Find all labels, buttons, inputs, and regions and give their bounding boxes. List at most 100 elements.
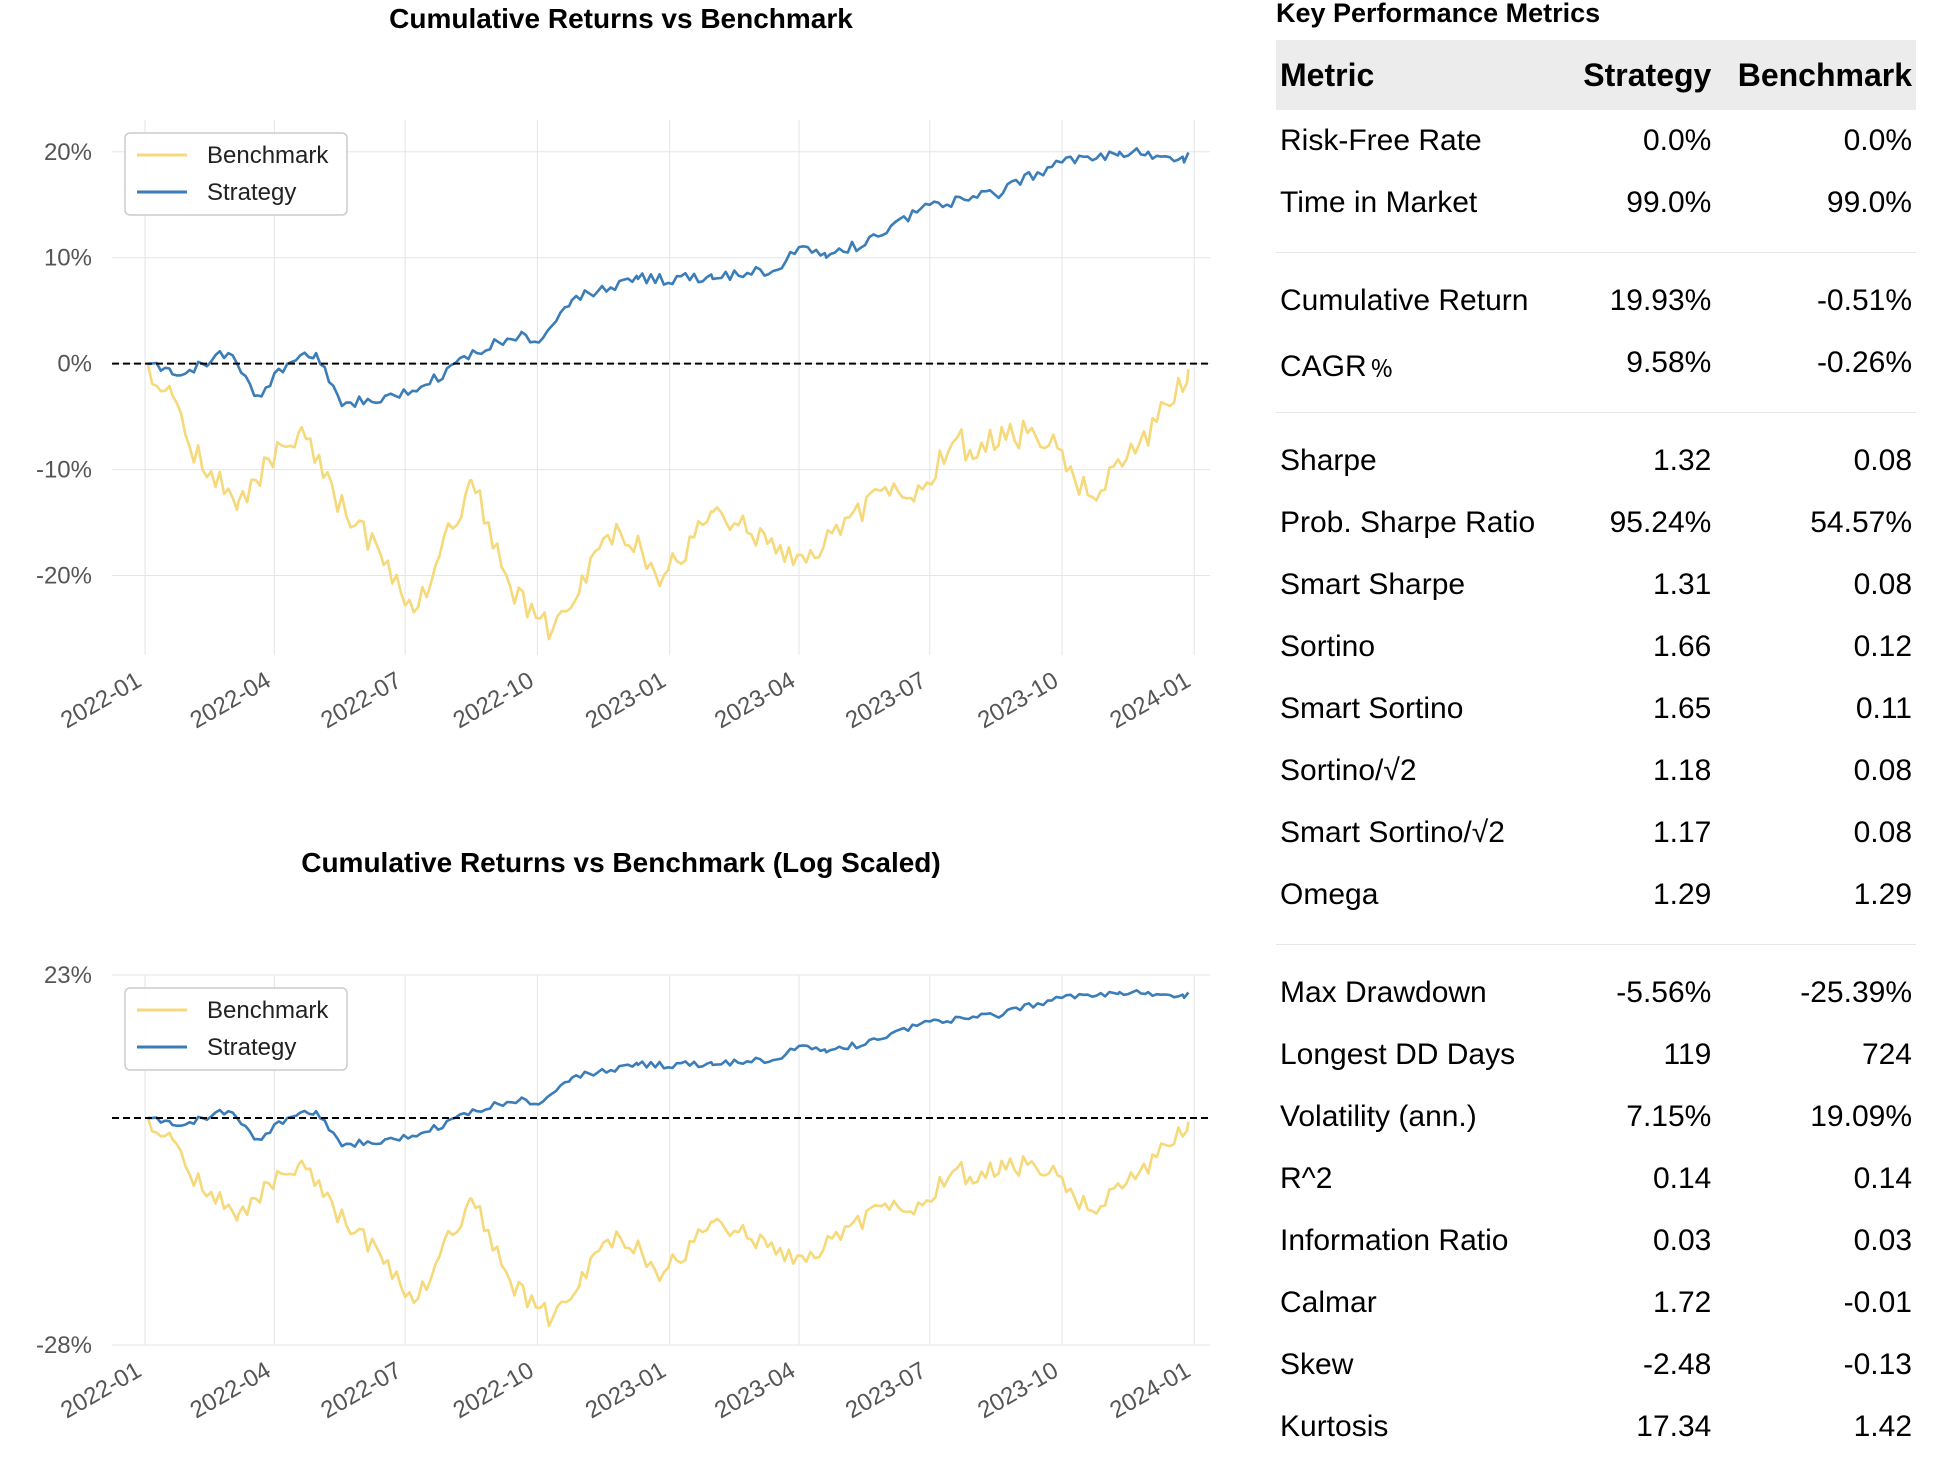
strategy-value: 1.31: [1652, 568, 1712, 601]
strategy-value: 0.14: [1652, 1162, 1712, 1195]
strategy-value: 95.24%: [1609, 506, 1712, 539]
metrics-row: Smart Sortino 1.65 0.11: [1276, 678, 1916, 740]
benchmark-value: 0.11: [1855, 692, 1912, 725]
metric-name: Risk-Free Rate: [1280, 124, 1482, 157]
strategy-value: 1.29: [1652, 878, 1712, 911]
metrics-row: Sortino/√2 1.18 0.08: [1276, 740, 1916, 802]
x-tick-label: 2024-01: [1105, 1357, 1195, 1424]
legend-label: Benchmark: [207, 142, 329, 169]
benchmark-value: 0.08: [1853, 568, 1912, 601]
x-tick-label: 2022-10: [449, 667, 539, 734]
metrics-row: Smart Sharpe 1.31 0.08: [1276, 554, 1916, 616]
metrics-title: Key Performance Metrics: [1276, 0, 1601, 28]
metric-name: Max Drawdown: [1280, 976, 1487, 1009]
metrics-row: Skew -2.48 -0.13: [1276, 1334, 1916, 1396]
series-line-benchmark: [146, 363, 1190, 641]
y-tick-label: 10%: [44, 245, 92, 272]
benchmark-value: 1.29: [1853, 878, 1912, 911]
metrics-panel: Key Performance Metrics Metric Strategy …: [1276, 0, 1916, 1458]
metric-name: Cumulative Return: [1280, 284, 1529, 317]
group-separator: [1276, 926, 1916, 962]
benchmark-value: 0.12: [1853, 630, 1912, 663]
strategy-value: -2.48: [1642, 1348, 1712, 1381]
strategy-value: 7.15%: [1626, 1100, 1712, 1133]
benchmark-value: 0.0%: [1843, 124, 1912, 157]
group-separator: [1276, 394, 1916, 430]
series-line-benchmark: [146, 1117, 1190, 1328]
benchmark-value: -0.26%: [1816, 346, 1912, 379]
strategy-value: 19.93%: [1609, 284, 1712, 317]
header-strategy: Strategy: [1565, 40, 1716, 110]
x-tick-label: 2022-01: [56, 667, 146, 734]
metric-name: Time in Market: [1280, 186, 1478, 219]
metrics-row: Smart Sortino/√2 1.17 0.08: [1276, 802, 1916, 864]
legend-label: Strategy: [207, 179, 296, 206]
metric-name: Kurtosis: [1280, 1410, 1389, 1443]
strategy-value: 119: [1663, 1038, 1712, 1071]
metrics-header-row: Metric Strategy Benchmark: [1276, 40, 1916, 110]
metrics-row: Sharpe 1.32 0.08: [1276, 430, 1916, 492]
metric-name: Skew: [1280, 1348, 1354, 1381]
chart-1: Cumulative Returns vs Benchmark 2022-01 20…: [36, 3, 1210, 734]
x-tick-label: 2023-04: [710, 1357, 800, 1424]
x-tick-label: 2023-07: [841, 1357, 931, 1424]
metrics-row: Omega 1.29 1.29: [1276, 864, 1916, 926]
metric-name: Sharpe: [1280, 444, 1377, 477]
x-tick-label: 2022-07: [316, 1357, 406, 1424]
metric-name: Volatility (ann.): [1280, 1100, 1477, 1133]
x-tick-label: 2023-10: [973, 1357, 1063, 1424]
series-line-strategy: [147, 989, 1190, 1148]
benchmark-value: 0.14: [1853, 1162, 1912, 1195]
metrics-row: Kurtosis 17.34 1.42: [1276, 1396, 1916, 1458]
strategy-value: -5.56%: [1616, 976, 1712, 1009]
y-tick-label: -28%: [36, 1332, 92, 1359]
metrics-row: Longest DD Days 119 724: [1276, 1024, 1916, 1086]
strategy-value: 1.32: [1652, 444, 1712, 477]
metric-name: Smart Sortino: [1280, 692, 1464, 725]
benchmark-value: -0.51%: [1816, 284, 1912, 317]
x-tick-label: 2022-04: [186, 1357, 276, 1424]
x-tick-label: 2022-10: [449, 1357, 539, 1424]
metric-name: Omega: [1280, 878, 1379, 911]
strategy-value: 0.03: [1652, 1224, 1712, 1257]
charts-area: Cumulative Returns vs Benchmark 2022-01 20…: [36, 3, 1210, 1424]
benchmark-value: 1.42: [1853, 1410, 1912, 1443]
strategy-value: 1.18: [1652, 754, 1712, 787]
metric-name: Prob. Sharpe Ratio: [1280, 506, 1536, 539]
benchmark-value: -0.13: [1843, 1348, 1912, 1381]
metrics-row: Information Ratio 0.03 0.03: [1276, 1210, 1916, 1272]
y-tick-label: -10%: [36, 457, 92, 484]
y-tick-label: 20%: [44, 139, 92, 166]
benchmark-value: 0.08: [1853, 754, 1912, 787]
chart-2: Cumulative Returns vs Benchmark (Log Sca…: [36, 847, 1210, 1424]
benchmark-value: 54.57%: [1810, 506, 1912, 539]
metric-name: Sortino: [1280, 630, 1376, 663]
metrics-row: Time in Market 99.0% 99.0%: [1276, 172, 1916, 234]
strategy-value: 0.0%: [1642, 124, 1712, 157]
strategy-value: 9.58%: [1626, 346, 1712, 379]
metrics-row: Prob. Sharpe Ratio 95.24% 54.57%: [1276, 492, 1916, 554]
header-metric: Metric: [1276, 40, 1566, 110]
x-tick-label: 2022-01: [56, 1357, 146, 1424]
chart-title: Cumulative Returns vs Benchmark: [389, 3, 853, 34]
metric-name: CAGR﹪: [1280, 350, 1397, 383]
legend-label: Benchmark: [207, 997, 329, 1024]
metrics-row: CAGR﹪ 9.58% -0.26%: [1276, 332, 1916, 394]
benchmark-value: 0.08: [1853, 444, 1912, 477]
benchmark-value: -0.01: [1843, 1286, 1912, 1319]
series-line-strategy: [147, 147, 1190, 408]
strategy-value: 1.17: [1652, 816, 1712, 849]
metric-name: Information Ratio: [1280, 1224, 1509, 1257]
header-benchmark: Benchmark: [1715, 40, 1916, 110]
metrics-row: Max Drawdown -5.56% -25.39%: [1276, 962, 1916, 1024]
y-tick-label: 0%: [57, 351, 92, 378]
metric-name: Smart Sharpe: [1280, 568, 1466, 601]
x-tick-label: 2023-01: [581, 1357, 671, 1424]
benchmark-value: -25.39%: [1800, 976, 1912, 1009]
benchmark-value: 724: [1861, 1038, 1912, 1071]
benchmark-value: 99.0%: [1826, 186, 1912, 219]
metric-name: Calmar: [1280, 1286, 1377, 1319]
x-tick-label: 2022-04: [186, 667, 276, 734]
x-tick-label: 2022-07: [316, 667, 406, 734]
y-tick-label: 23%: [44, 962, 92, 989]
